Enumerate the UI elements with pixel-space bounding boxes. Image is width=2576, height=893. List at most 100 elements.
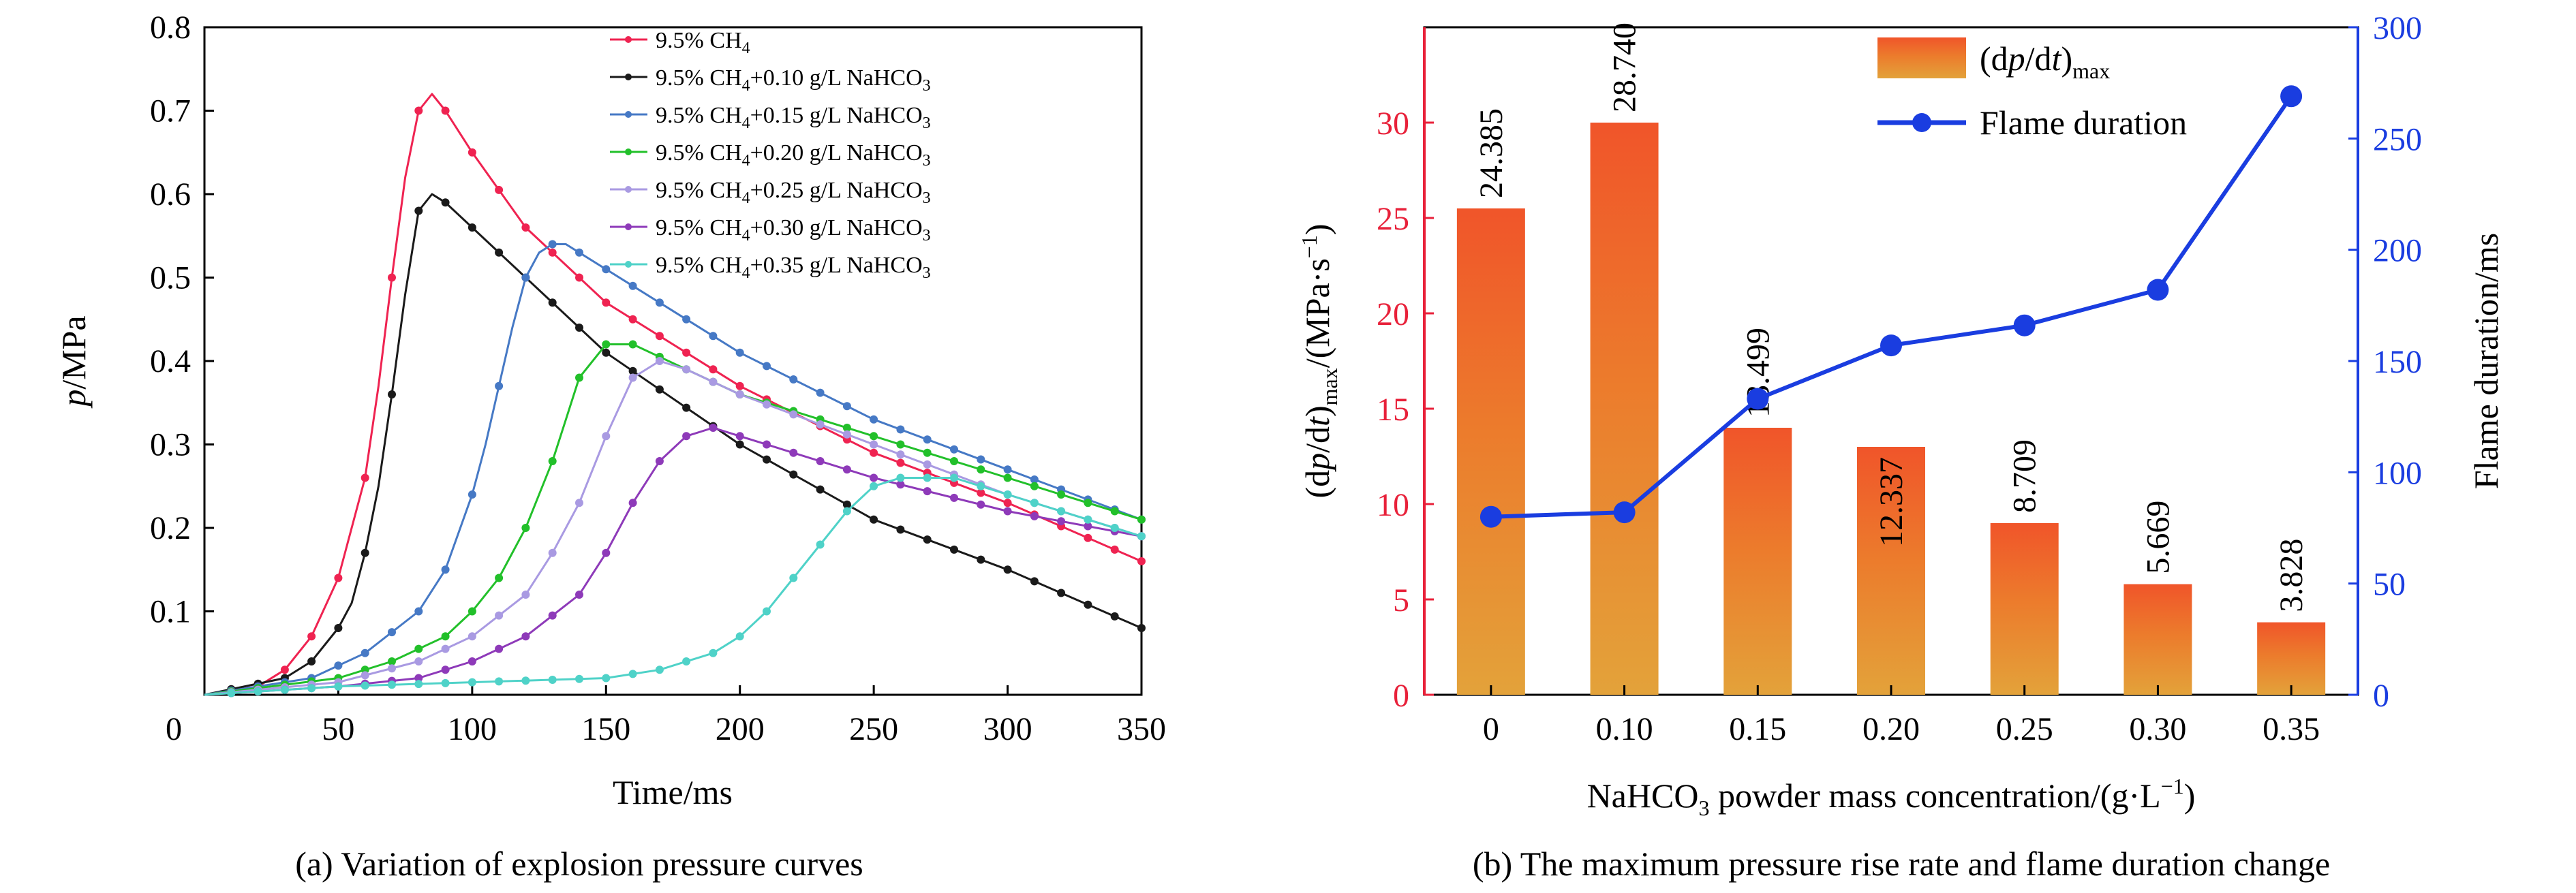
a-y-axis-title: p/MPa [55, 315, 93, 408]
b-caption: (b) The maximum pressure rise rate and f… [1473, 845, 2330, 883]
a-series-point-4 [361, 671, 369, 680]
a-series-point-4 [441, 644, 450, 653]
a-series-point-2 [467, 490, 476, 499]
a-series-point-0 [334, 574, 343, 582]
a-series-point-2 [655, 298, 664, 307]
a-series-group [204, 93, 1146, 698]
a-legend-entry-2: 9.5% CH4+0.15 g/L NaHCO3 [610, 103, 931, 132]
a-series-point-0 [548, 248, 557, 257]
a-series-point-4 [709, 377, 718, 386]
a-series-point-3 [1137, 515, 1146, 524]
a-series-point-0 [682, 348, 691, 357]
a-series-point-4 [467, 632, 476, 641]
a-series-point-6 [495, 677, 504, 686]
a-series-point-0 [495, 185, 504, 194]
a-series-point-2 [842, 402, 851, 411]
b-bar [1857, 447, 1925, 695]
a-series-point-5 [414, 674, 423, 683]
a-series-point-5 [1003, 507, 1012, 516]
b-right-tick-label: 50 [2373, 567, 2406, 603]
a-x-tick-label: 150 [581, 711, 630, 747]
a-legend: 9.5% CH4 9.5% CH4+0.10 g/L NaHCO3 9.5% C… [610, 28, 931, 282]
a-series-point-1 [896, 525, 905, 534]
a-series-point-0 [1137, 557, 1146, 565]
b-flame-duration-point [2013, 314, 2036, 336]
a-series-point-1 [870, 515, 878, 524]
b-x-tick-label: 0.15 [1729, 711, 1786, 747]
a-series-point-6 [1084, 515, 1092, 524]
a-series-point-1 [334, 624, 343, 632]
legend-label-5: 9.5% CH4+0.30 g/L NaHCO3 [656, 215, 931, 245]
a-series-point-5 [655, 457, 664, 465]
a-series-point-3 [842, 424, 851, 432]
a-series-point-6 [334, 682, 343, 691]
a-series-point-6 [602, 674, 611, 683]
b-x-tick-label: 0.35 [2263, 711, 2320, 747]
a-series-point-6 [896, 473, 905, 482]
a-series-point-4 [789, 410, 798, 419]
b-flame-duration-point [2280, 85, 2303, 108]
a-series-point-1 [1057, 589, 1066, 597]
a-series-point-2 [977, 455, 985, 464]
a-series-point-0 [1084, 533, 1092, 542]
a-series-point-0 [388, 273, 396, 282]
a-series-point-6 [361, 681, 369, 690]
a-series-point-5 [763, 440, 771, 449]
a-series-point-6 [950, 473, 958, 482]
b-legend-bar-label: (dp/dt)max [1980, 40, 2110, 83]
a-x-tick-label: 350 [1117, 711, 1166, 747]
b-right-tick-label: 200 [2373, 233, 2422, 269]
b-flame-duration-point [2147, 279, 2169, 301]
a-series-point-3 [602, 340, 611, 349]
b-left-tick-label: 10 [1377, 487, 1409, 523]
a-series-point-1 [923, 535, 932, 544]
a-series-point-6 [709, 648, 718, 657]
a-series-point-0 [655, 332, 664, 341]
a-series-point-2 [495, 381, 504, 390]
a-series-point-3 [896, 440, 905, 449]
a-series-point-1 [575, 324, 583, 332]
a-series-point-0 [414, 106, 423, 115]
b-x-axis-title: NaHCO3 powder mass concentration/(g·L−1) [1587, 774, 2196, 820]
a-series-point-5 [548, 611, 557, 620]
a-x-tick-label: 300 [983, 711, 1032, 747]
a-series-point-2 [950, 445, 958, 454]
a-series-point-6 [227, 689, 236, 698]
a-series-point-3 [1084, 499, 1092, 507]
a-y-tick-label: 0.4 [150, 343, 191, 379]
a-series-point-6 [763, 607, 771, 616]
a-series-point-5 [1084, 522, 1092, 531]
a-series-point-0 [1003, 499, 1012, 507]
a-series-point-6 [816, 540, 825, 549]
a-series-point-6 [842, 507, 851, 516]
a-series-point-2 [521, 273, 530, 282]
b-legend-bar-swatch [1877, 37, 1966, 78]
a-series-point-1 [655, 385, 664, 394]
a-series-point-0 [870, 448, 878, 457]
b-bar [1590, 123, 1659, 695]
a-series-point-6 [441, 678, 450, 687]
a-legend-entry-5: 9.5% CH4+0.30 g/L NaHCO3 [610, 215, 931, 245]
a-legend-entry-0: 9.5% CH4 [610, 28, 750, 57]
a-y-tick-label: 0.1 [150, 594, 191, 630]
a-series-point-0 [735, 381, 744, 390]
a-series-point-6 [307, 684, 316, 693]
a-y-tick-label: 0.6 [150, 176, 191, 213]
a-series-point-4 [521, 591, 530, 599]
a-series-point-3 [870, 432, 878, 441]
panel-a-line-chart: 0 50 100 150 200 250 300 350 0.1 0.2 0.3 0.4 0.5 0.6 0… [55, 10, 1166, 883]
a-series-point-6 [735, 632, 744, 641]
b-x-tick-label: 0.20 [1862, 711, 1920, 747]
b-bar [2257, 622, 2326, 695]
a-series-point-2 [870, 415, 878, 424]
a-series-point-3 [388, 657, 396, 665]
a-series-point-4 [735, 390, 744, 398]
a-series-line-1 [204, 193, 1142, 696]
a-series-point-6 [789, 574, 798, 582]
a-series-point-5 [521, 632, 530, 641]
a-series-point-4 [388, 664, 396, 673]
b-right-tick-label: 250 [2373, 121, 2422, 157]
b-bar [2123, 584, 2192, 695]
